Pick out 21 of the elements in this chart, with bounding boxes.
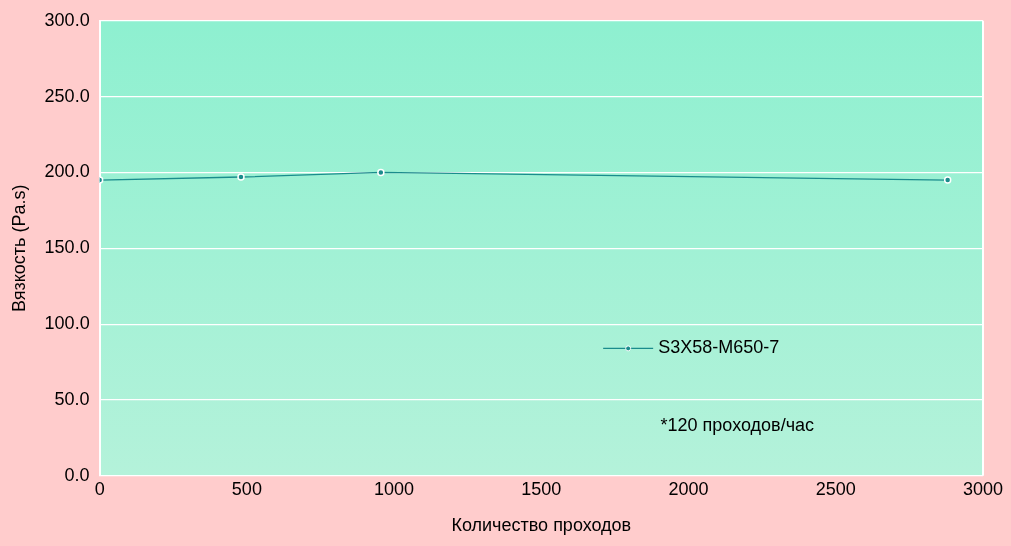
x-axis-title: Количество проходов	[451, 515, 632, 536]
x-tick-label: 2000	[668, 478, 709, 499]
y-tick-label: 300.0	[44, 9, 90, 30]
x-tick-label: 3000	[962, 478, 1004, 499]
point	[943, 176, 952, 184]
x-tick-label: 1500	[521, 478, 562, 499]
point	[377, 168, 385, 177]
y-tick-label: 100.0	[44, 313, 90, 334]
y-axis-title: Вязкость (Pa.s)	[8, 184, 29, 313]
legend-label: S3X58-M650-7	[658, 337, 780, 358]
point	[237, 173, 245, 181]
x-tick-label: 2500	[815, 478, 856, 499]
x-tick-label: 0	[94, 478, 105, 499]
x-tick-label: 1000	[374, 478, 415, 499]
y-tick-label: 150.0	[44, 237, 90, 258]
y-tick-label: 200.0	[44, 161, 90, 182]
y-tick-label: 0.0	[64, 464, 90, 485]
annotation: *120 проходов/час	[660, 414, 815, 435]
y-tick-label: 50.0	[54, 388, 90, 409]
y-tick-label: 250.0	[44, 85, 90, 106]
x-tick-label: 500	[231, 478, 262, 499]
